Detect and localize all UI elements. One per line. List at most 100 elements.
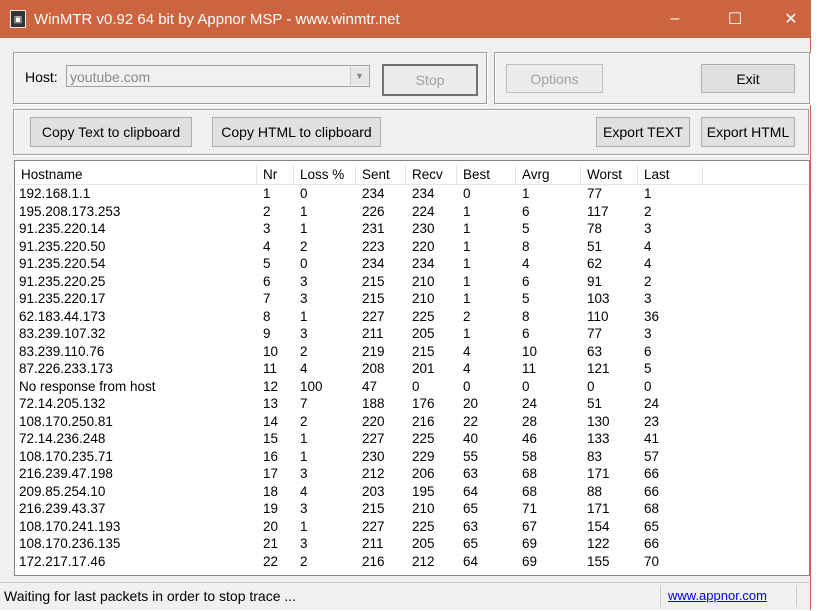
cell-loss: 3	[300, 466, 308, 481]
export-html-button[interactable]: Export HTML	[701, 117, 795, 147]
exit-button[interactable]: Exit	[701, 64, 795, 93]
cell-recv: 206	[412, 466, 435, 481]
column-header-recv[interactable]: Recv	[406, 165, 457, 184]
cell-loss: 1	[300, 448, 308, 464]
copy-text-button[interactable]: Copy Text to clipboard	[30, 117, 192, 147]
cell-sent: 234	[362, 256, 385, 271]
cell-last: 0	[644, 378, 652, 394]
table-row[interactable]: 91.235.220.17 7 3 215 210 1 5 103 3	[15, 290, 809, 308]
table-row[interactable]: 108.170.236.135 21 3 211 205 65 69 122 66	[15, 535, 809, 553]
cell-last: 65	[644, 518, 660, 534]
cell-best: 40	[463, 431, 479, 446]
host-combobox[interactable]: youtube.com ▼	[66, 65, 370, 87]
table-row[interactable]: 216.239.47.198 17 3 212 206 63 68 171 66	[15, 465, 809, 483]
cell-worst: 171	[587, 501, 610, 516]
cell-best: 63	[463, 466, 479, 481]
cell-loss: 1	[300, 221, 308, 236]
column-header-loss[interactable]: Loss %	[294, 165, 356, 184]
cell-nr: 20	[263, 518, 279, 534]
cell-avrg: 1	[522, 186, 530, 201]
cell-best: 64	[463, 483, 479, 499]
table-row[interactable]: 209.85.254.10 18 4 203 195 64 68 88 66	[15, 483, 809, 501]
cell-loss: 0	[300, 256, 308, 271]
cell-nr: 22	[263, 553, 279, 569]
cell-recv: 210	[412, 273, 435, 289]
cell-nr: 17	[263, 466, 279, 481]
options-button[interactable]: Options	[506, 64, 603, 93]
export-text-button[interactable]: Export TEXT	[596, 117, 690, 147]
cell-last: 66	[644, 536, 660, 551]
cell-nr: 15	[263, 431, 279, 446]
table-row[interactable]: 62.183.44.173 8 1 227 225 2 8 110 36	[15, 308, 809, 326]
cell-best: 22	[463, 413, 479, 429]
cell-loss: 1	[300, 308, 308, 324]
table-row[interactable]: 72.14.205.132 13 7 188 176 20 24 51 24	[15, 395, 809, 413]
table-row[interactable]: 172.217.17.46 22 2 216 212 64 69 155 70	[15, 553, 809, 571]
column-header-worst[interactable]: Worst	[581, 165, 638, 184]
stop-button[interactable]: Stop	[382, 64, 478, 96]
table-row[interactable]: 91.235.220.50 4 2 223 220 1 8 51 4	[15, 238, 809, 256]
cell-sent: 220	[362, 413, 385, 429]
cell-sent: 215	[362, 291, 385, 306]
table-row[interactable]: 108.170.235.71 16 1 230 229 55 58 83 57	[15, 448, 809, 466]
host-group	[13, 52, 487, 104]
cell-best: 20	[463, 396, 479, 411]
cell-avrg: 69	[522, 553, 538, 569]
cell-nr: 7	[263, 291, 271, 306]
cell-avrg: 68	[522, 483, 538, 499]
table-row[interactable]: 216.239.43.37 19 3 215 210 65 71 171 68	[15, 500, 809, 518]
cell-best: 65	[463, 501, 479, 516]
cell-nr: 14	[263, 413, 279, 429]
minimize-button[interactable]: –	[670, 10, 680, 27]
export-group	[13, 109, 809, 155]
column-header-hostname[interactable]: Hostname	[15, 165, 257, 184]
table-row[interactable]: 72.14.236.248 15 1 227 225 40 46 133 41	[15, 430, 809, 448]
appnor-link[interactable]: www.appnor.com	[668, 588, 767, 603]
cell-best: 1	[463, 256, 471, 271]
table-row[interactable]: 192.168.1.1 1 0 234 234 0 1 77 1	[15, 185, 809, 203]
cell-avrg: 8	[522, 238, 530, 254]
maximize-button[interactable]: ☐	[727, 11, 743, 28]
table-row[interactable]: No response from host 12 100 47 0 0 0 0 0	[15, 378, 809, 396]
table-row[interactable]: 91.235.220.25 6 3 215 210 1 6 91 2	[15, 273, 809, 291]
copy-html-button[interactable]: Copy HTML to clipboard	[212, 117, 381, 147]
cell-sent: 203	[362, 483, 385, 499]
cell-avrg: 10	[522, 343, 538, 359]
cell-sent: 47	[362, 378, 378, 394]
table-row[interactable]: 108.170.250.81 14 2 220 216 22 28 130 23	[15, 413, 809, 431]
cell-last: 6	[644, 343, 652, 359]
column-header-avrg[interactable]: Avrg	[516, 165, 581, 184]
cell-hostname: No response from host	[19, 378, 156, 394]
table-row[interactable]: 91.235.220.54 5 0 234 234 1 4 62 4	[15, 255, 809, 273]
table-row[interactable]: 83.239.107.32 9 3 211 205 1 6 77 3	[15, 325, 809, 343]
trace-table[interactable]: Hostname Nr Loss % Sent Recv Best Avrg Worst Las…	[14, 160, 810, 576]
chevron-down-icon[interactable]: ▼	[350, 67, 368, 85]
cell-recv: 234	[412, 186, 435, 201]
table-header: Hostname Nr Loss % Sent Recv Best Avrg Worst Las…	[15, 165, 809, 185]
table-row[interactable]: 87.226.233.173 11 4 208 201 4 11 121 5	[15, 360, 809, 378]
cell-loss: 3	[300, 273, 308, 289]
host-label: Host:	[25, 69, 58, 85]
close-button[interactable]: ✕	[784, 11, 798, 28]
cell-nr: 6	[263, 273, 271, 289]
cell-recv: 205	[412, 536, 435, 551]
table-row[interactable]: 195.208.173.253 2 1 226 224 1 6 117 2	[15, 203, 809, 221]
column-header-sent[interactable]: Sent	[356, 165, 406, 184]
table-row[interactable]: 83.239.110.76 10 2 219 215 4 10 63 6	[15, 343, 809, 361]
cell-avrg: 0	[522, 378, 530, 394]
cell-last: 70	[644, 553, 660, 569]
table-row[interactable]: 91.235.220.14 3 1 231 230 1 5 78 3	[15, 220, 809, 238]
cell-hostname: 108.170.236.135	[19, 536, 121, 551]
cell-loss: 3	[300, 501, 308, 516]
cell-hostname: 83.239.107.32	[19, 326, 106, 341]
cell-hostname: 216.239.43.37	[19, 501, 106, 516]
cell-worst: 103	[587, 291, 610, 306]
cell-hostname: 62.183.44.173	[19, 308, 106, 324]
cell-sent: 227	[362, 518, 385, 534]
column-header-last[interactable]: Last	[638, 165, 703, 184]
cell-hostname: 87.226.233.173	[19, 361, 113, 376]
cell-worst: 63	[587, 343, 603, 359]
column-header-nr[interactable]: Nr	[257, 165, 294, 184]
column-header-best[interactable]: Best	[457, 165, 516, 184]
table-row[interactable]: 108.170.241.193 20 1 227 225 63 67 154 65	[15, 518, 809, 536]
